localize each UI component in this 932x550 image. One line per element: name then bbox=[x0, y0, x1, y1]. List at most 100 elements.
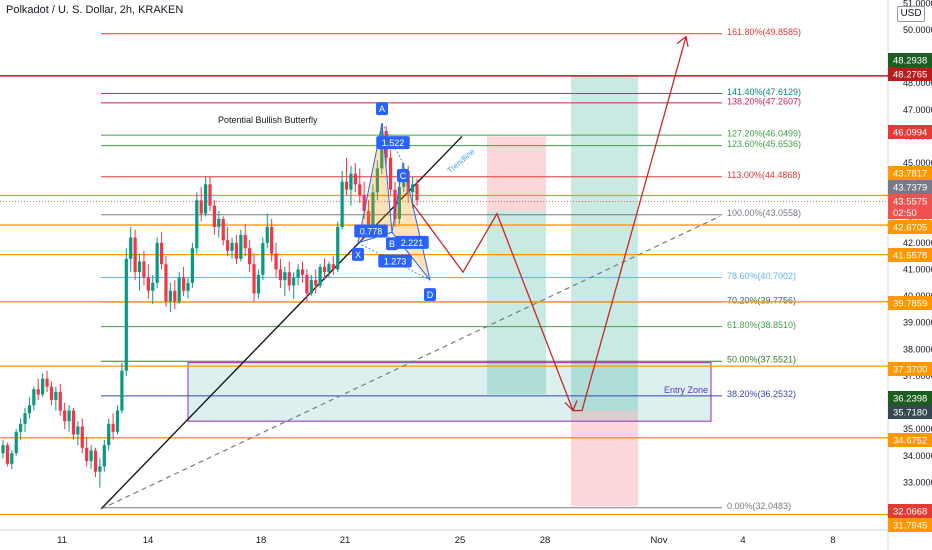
time-tick-label: 18 bbox=[256, 535, 267, 546]
candle-body bbox=[1, 445, 5, 454]
candle bbox=[252, 253, 256, 302]
price-axis[interactable]: 51.000050.000049.000048.000047.000046.00… bbox=[888, 0, 932, 532]
countdown-value: 02:50 bbox=[893, 208, 917, 219]
price-badge bbox=[888, 194, 932, 208]
trendline bbox=[100, 135, 463, 510]
fibonacci-levels[interactable]: 161.80%(49.8585) 141.40%(47.6129)138.20%(… bbox=[101, 27, 801, 511]
candle bbox=[14, 429, 18, 456]
price-tick-label: 51.0000 bbox=[903, 0, 932, 8]
fib-level-label: 138.20%(47.2607) bbox=[727, 96, 801, 106]
candle bbox=[336, 221, 340, 273]
candlestick-series bbox=[1, 123, 419, 488]
candle-body bbox=[212, 205, 217, 227]
pattern-ratio: 1.273 bbox=[378, 254, 412, 268]
candle bbox=[265, 213, 269, 249]
price-badge bbox=[888, 180, 932, 194]
candle-body bbox=[111, 423, 115, 432]
candle bbox=[344, 157, 349, 195]
time-tick-label: 4 bbox=[740, 535, 745, 546]
candle-body bbox=[133, 237, 137, 273]
price-badge-value: 43.7379 bbox=[893, 183, 927, 194]
candle-body bbox=[353, 173, 357, 185]
price-badge bbox=[888, 391, 932, 405]
candle bbox=[102, 439, 106, 472]
price-badge bbox=[888, 166, 932, 180]
candle-body bbox=[85, 447, 89, 462]
price-tick-label: 50.0000 bbox=[903, 25, 932, 35]
pattern-ratio: 0.778 bbox=[354, 224, 388, 238]
projected-path[interactable] bbox=[411, 35, 689, 412]
candle-body bbox=[181, 277, 186, 291]
candle-body bbox=[397, 187, 401, 219]
price-badge bbox=[888, 362, 932, 376]
price-badge-value: 36.2398 bbox=[893, 394, 927, 405]
candle bbox=[177, 272, 181, 305]
candle-body bbox=[283, 272, 287, 281]
candle bbox=[54, 386, 58, 411]
fib-level-label: 78.60%(40.7002) bbox=[727, 271, 796, 281]
candle-body bbox=[54, 391, 58, 400]
price-tick-label: 45.0000 bbox=[903, 158, 932, 168]
time-axis[interactable]: 11 14 18 21 25 28 Nov 4 8 bbox=[57, 535, 836, 546]
candle bbox=[98, 458, 102, 488]
candle bbox=[318, 264, 322, 289]
entry-zone-box bbox=[187, 362, 712, 422]
candle bbox=[85, 437, 89, 467]
candle bbox=[159, 232, 164, 270]
pattern-point: C bbox=[397, 169, 409, 183]
candle-body bbox=[129, 237, 133, 259]
butterfly-pattern[interactable]: X A B C D 1.522 0.778 2.221 1.273 Potential Bulli… bbox=[218, 102, 436, 302]
price-badge-value: 34.6752 bbox=[893, 436, 927, 447]
candle-body bbox=[190, 248, 194, 283]
candle-body bbox=[375, 168, 379, 193]
candle bbox=[353, 163, 357, 193]
pattern-ratio-badge bbox=[354, 224, 388, 238]
price-badge-value: 42.6705 bbox=[893, 223, 927, 234]
candle-body bbox=[155, 242, 159, 283]
price-tick-label: 42.0000 bbox=[903, 238, 932, 248]
candle bbox=[375, 160, 379, 201]
pattern-point-label: A bbox=[379, 104, 385, 114]
candle bbox=[349, 165, 353, 206]
pattern-point-badge bbox=[386, 237, 398, 251]
pattern-ratio-value: 1.273 bbox=[384, 257, 407, 267]
candle-body bbox=[239, 234, 243, 259]
path-arrowhead-down bbox=[564, 400, 578, 412]
candle-body bbox=[287, 272, 291, 286]
time-tick-label: 8 bbox=[830, 535, 835, 546]
price-badge-value: 46.0994 bbox=[893, 128, 927, 139]
currency-badge[interactable]: USD bbox=[897, 6, 925, 22]
chart-title: Polkadot / U. S. Dollar, 2h, KRAKEN bbox=[6, 4, 184, 16]
price-badge-value: 39.7859 bbox=[893, 299, 927, 310]
pattern-point-label: C bbox=[400, 171, 407, 181]
price-badge bbox=[888, 53, 932, 67]
candle bbox=[322, 258, 327, 281]
fib-level-label: 161.80%(49.8585) bbox=[727, 27, 801, 37]
candle bbox=[199, 187, 203, 222]
price-tick-label: 47.0000 bbox=[903, 105, 932, 115]
candle-body bbox=[252, 264, 256, 294]
long-stop-zone bbox=[571, 410, 638, 507]
horizontal-price-lines[interactable] bbox=[0, 75, 888, 516]
candle bbox=[203, 176, 208, 217]
fib-level-label: 61.80%(38.8510) bbox=[727, 320, 796, 330]
candle-body bbox=[137, 261, 142, 273]
candle bbox=[71, 407, 76, 440]
price-badge-value: 41.5578 bbox=[893, 251, 927, 262]
candle bbox=[151, 274, 155, 305]
price-badge-value: 48.2938 bbox=[893, 56, 927, 67]
fib-level-label: 70.20%(39.7756) bbox=[727, 295, 796, 305]
candle-body bbox=[49, 386, 54, 400]
price-badge bbox=[888, 125, 932, 139]
candle bbox=[36, 378, 40, 400]
candle-body bbox=[380, 131, 384, 169]
entry-zone[interactable]: Entry Zone bbox=[187, 362, 712, 422]
candle-body bbox=[23, 413, 27, 424]
candle-body bbox=[27, 405, 32, 414]
candle bbox=[27, 397, 32, 419]
candle-body bbox=[230, 242, 234, 251]
price-tick-label: 39.0000 bbox=[903, 318, 932, 328]
candle bbox=[32, 386, 36, 411]
